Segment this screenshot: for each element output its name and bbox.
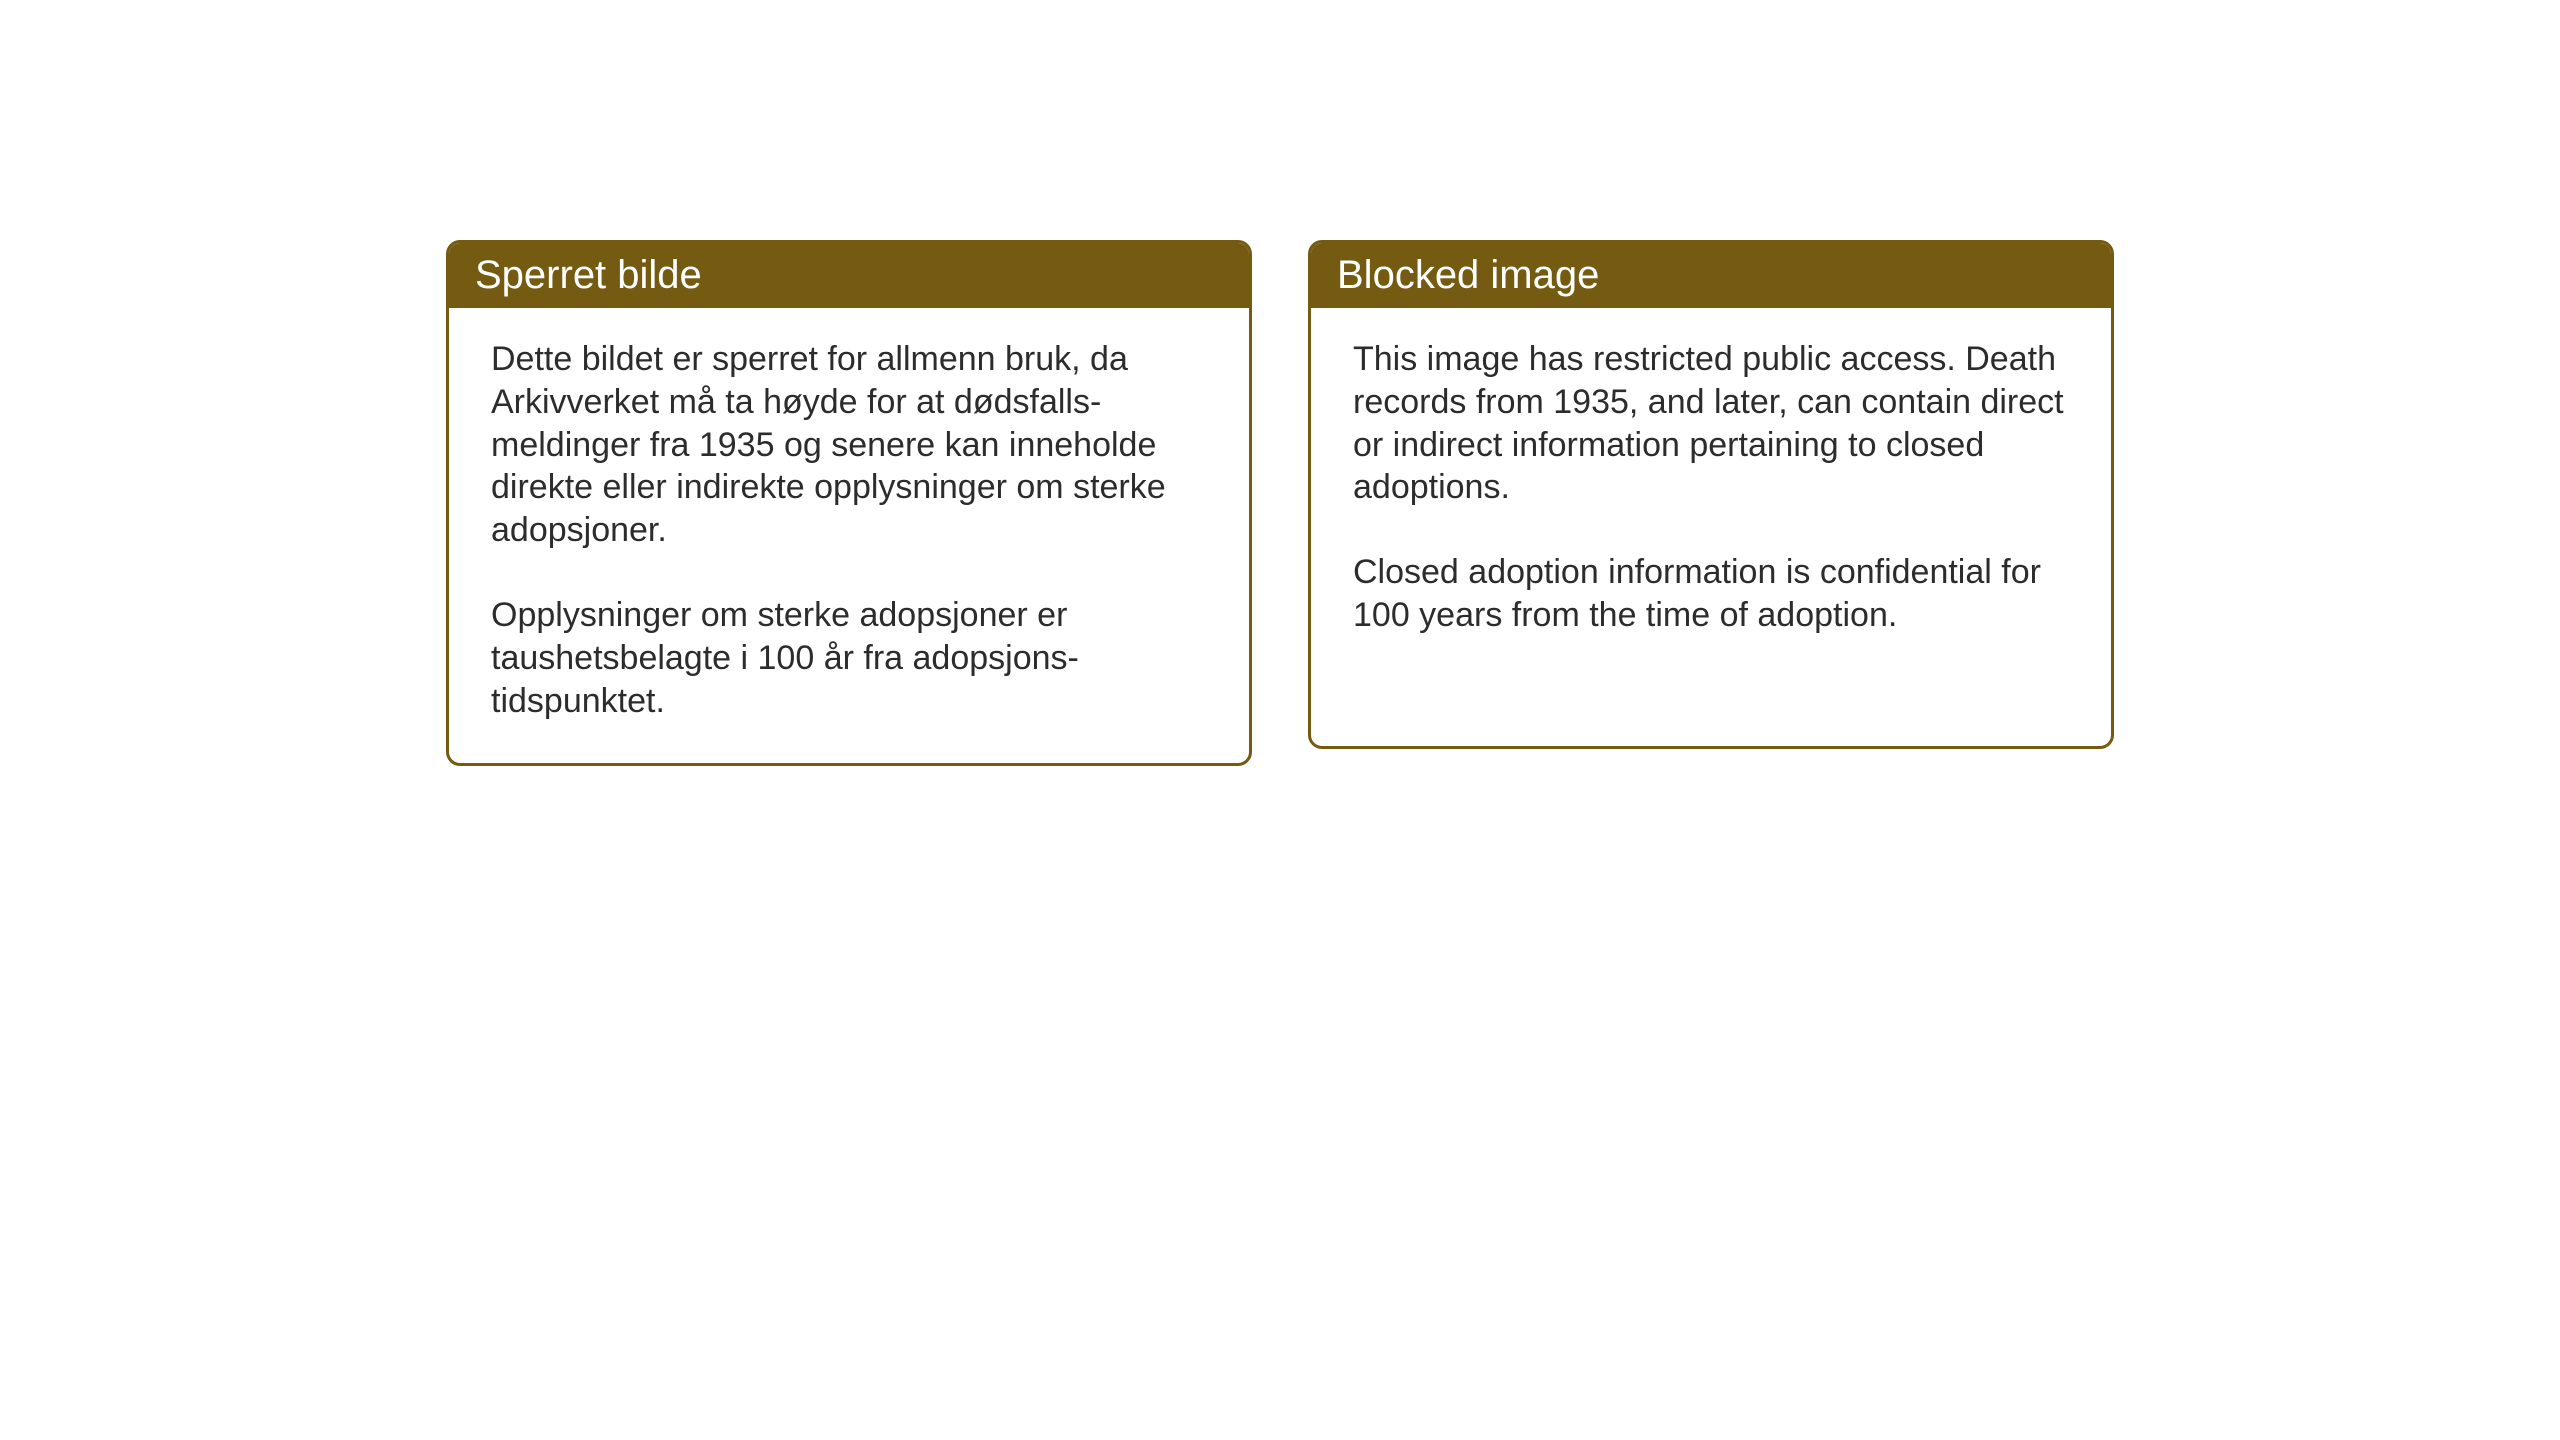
card-paragraph-2-norwegian: Opplysninger om sterke adopsjoner er tau… [491, 594, 1207, 722]
card-body-norwegian: Dette bildet er sperret for allmenn bruk… [449, 308, 1249, 763]
card-header-norwegian: Sperret bilde [449, 243, 1249, 308]
card-title-norwegian: Sperret bilde [475, 253, 702, 297]
card-paragraph-1-english: This image has restricted public access.… [1353, 338, 2069, 509]
card-paragraph-2-english: Closed adoption information is confident… [1353, 551, 2069, 637]
blocked-image-card-english: Blocked image This image has restricted … [1308, 240, 2114, 749]
notice-cards-container: Sperret bilde Dette bildet er sperret fo… [446, 240, 2114, 766]
card-title-english: Blocked image [1337, 253, 1599, 297]
blocked-image-card-norwegian: Sperret bilde Dette bildet er sperret fo… [446, 240, 1252, 766]
card-body-english: This image has restricted public access.… [1311, 308, 2111, 677]
card-paragraph-1-norwegian: Dette bildet er sperret for allmenn bruk… [491, 338, 1207, 552]
card-header-english: Blocked image [1311, 243, 2111, 308]
